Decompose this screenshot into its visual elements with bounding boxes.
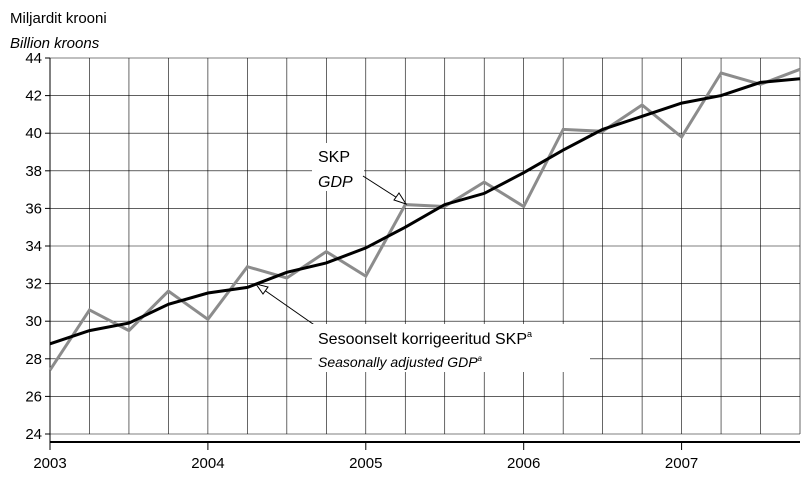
sa-gdp-annotation-arrow [259,286,324,332]
sa-gdp-label-en-sup: a [478,354,483,363]
gdp-label-et: SKP [318,149,350,166]
sa-gdp-label-en: Seasonally adjusted GDPa [318,354,483,370]
y-tick-label: 40 [25,125,42,142]
y-tick-label: 36 [25,200,42,217]
y-axis-title-et: Miljardit krooni [10,10,107,27]
y-tick-label: 24 [25,426,42,443]
sa-gdp-label-et-sup: a [527,329,532,339]
y-axis-title-en: Billion kroons [10,35,100,52]
y-tick-label: 42 [25,88,42,105]
sa-gdp-annotation: Sesoonselt korrigeeritud SKPa Seasonally… [254,283,590,372]
gdp-series-line [48,67,801,371]
y-tick-label: 28 [25,351,42,368]
y-tick-label: 34 [25,238,42,255]
x-tick-label: 2004 [191,455,224,472]
sa-gdp-annotation-arrowhead [254,283,269,295]
x-tick-label: 2006 [507,455,540,472]
series-lines [48,67,801,371]
y-tick-label: 44 [25,50,42,67]
x-tick-label: 2007 [665,455,698,472]
gridlines [50,57,801,435]
y-tick-label: 38 [25,163,42,180]
sa-gdp-label-en-text: Seasonally adjusted GDP [318,354,478,370]
axes: 24 26 28 30 32 34 36 38 40 42 44 2003 2004 2005 2006 20… [25,50,800,472]
gdp-annotation-arrowhead [393,192,408,205]
x-tick-label: 2005 [349,455,382,472]
x-tick-label: 2003 [33,455,66,472]
y-tick-label: 26 [25,388,42,405]
sa-gdp-label-et: Sesoonselt korrigeeritud SKPa [318,329,532,348]
y-tick-label: 32 [25,276,42,293]
gdp-annotation: SKP GDP [312,143,408,205]
sa-gdp-series-line [49,77,801,346]
gdp-annotation-arrow [362,175,403,202]
y-tick-label: 30 [25,313,42,330]
gdp-label-en: GDP [318,174,353,191]
sa-gdp-label-et-text: Sesoonselt korrigeeritud SKP [318,331,527,348]
